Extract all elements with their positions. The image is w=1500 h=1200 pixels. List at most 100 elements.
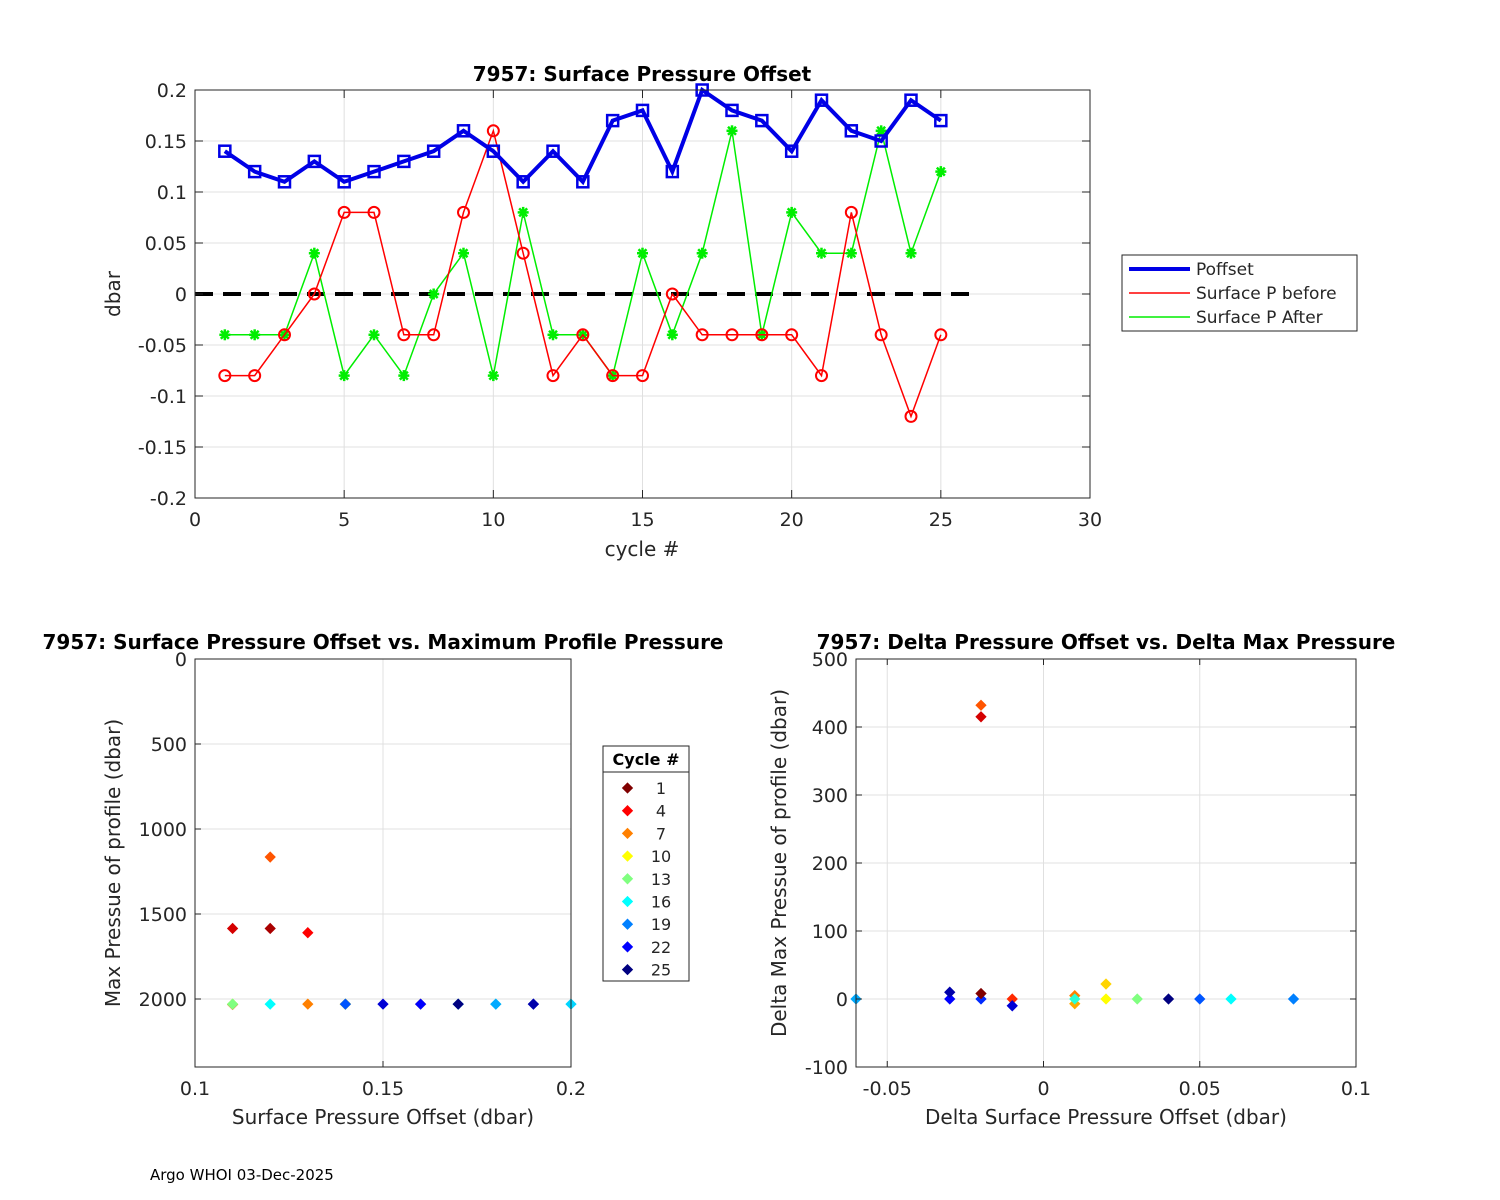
poffset-point <box>516 175 530 189</box>
star-stroke <box>727 125 737 136</box>
points-layer <box>850 699 1300 1012</box>
legend-marker-cycle-1 <box>621 782 634 794</box>
delta-point-cycle-15 <box>1069 993 1081 1005</box>
surface-p-after-point <box>786 206 798 218</box>
y-tick-label: 1500 <box>139 904 187 926</box>
legend-label-cycle-7: 7 <box>656 824 666 843</box>
poffset-point <box>426 144 441 158</box>
surface-p-after-point <box>666 329 678 341</box>
x-tick-label: 0.05 <box>1179 1078 1221 1100</box>
delta-point-cycle-9 <box>1100 978 1112 990</box>
y-tick-label: 0.2 <box>157 80 187 102</box>
surface-p-after-point <box>428 288 440 300</box>
delta-point-cycle-10 <box>1100 993 1112 1005</box>
poffset-point <box>874 134 888 148</box>
star-stroke <box>935 166 946 177</box>
y-tick-label: -0.05 <box>138 335 187 357</box>
star-stroke <box>458 248 469 259</box>
legend-marker-cycle-16 <box>621 895 634 908</box>
legend-marker-cycle-22 <box>621 941 634 953</box>
surface-p-after-point <box>219 329 231 341</box>
surface-p-before-point <box>725 328 739 342</box>
surface-p-before-point <box>248 369 262 383</box>
surface-p-after-point <box>458 247 469 259</box>
y-tick-label: 300 <box>812 785 848 807</box>
surface-p-before-point <box>606 369 620 383</box>
y-tick-label: 2000 <box>139 989 187 1011</box>
poffset-point <box>307 154 322 169</box>
x-axis-label: cycle # <box>605 537 680 561</box>
chart-title: 7957: Delta Pressure Offset vs. Delta Ma… <box>817 630 1396 654</box>
delta-point-cycle-6 <box>975 699 987 711</box>
poffset-point <box>605 113 620 128</box>
y-axis-label: dbar <box>101 270 125 317</box>
surface-p-before-point <box>457 205 470 219</box>
surface-p-before-point <box>337 205 351 219</box>
x-tick-label: 5 <box>338 509 350 531</box>
star-stroke <box>428 289 439 299</box>
legend-label-before: Surface P before <box>1196 284 1337 304</box>
x-tick-label: 0.1 <box>180 1078 210 1100</box>
star-stroke <box>249 329 260 340</box>
legend-label-cycle-10: 10 <box>651 847 671 866</box>
y-tick-label: 0.05 <box>145 233 187 255</box>
delta-point-cycle-23 <box>1006 1000 1018 1012</box>
poffset-point <box>814 93 829 107</box>
surface-p-after-point <box>517 206 529 218</box>
surface-p-after-point <box>547 329 559 341</box>
star-stroke <box>906 248 916 259</box>
surface-p-after-point <box>308 247 320 259</box>
axis-ticks: -0.05 0 0.05 0.1 -100 0 100 200 300 400 500 <box>805 649 1371 1100</box>
poffset-point <box>576 175 590 189</box>
delta-point-cycle-13 <box>1131 993 1143 1005</box>
surface-p-before-point <box>367 205 381 219</box>
delta-point-cycle-22 <box>944 993 956 1005</box>
star-stroke <box>667 329 678 340</box>
star-stroke <box>369 329 379 340</box>
cycle-point-2 <box>264 922 276 935</box>
cycle-point-4 <box>302 927 314 939</box>
surface-p-before-point <box>636 369 649 383</box>
star-stroke <box>548 329 558 340</box>
y-tick-label: 500 <box>151 734 187 756</box>
delta-offset-vs-delta-maxpressure-plot: -0.05 0 0.05 0.1 -100 0 100 200 300 400 500 7957: … <box>767 630 1395 1129</box>
points-layer <box>226 851 577 1011</box>
cycle-point-20 <box>339 998 352 1010</box>
surface-p-after-point <box>368 329 380 341</box>
star-stroke <box>488 370 499 381</box>
y-tick-label: 100 <box>812 921 848 943</box>
legend-marker-cycle-13 <box>621 873 634 885</box>
surface-p-after-point <box>845 247 857 259</box>
y-tick-label: 0.15 <box>145 131 187 153</box>
footer-credit: Argo WHOI 03-Dec-2025 <box>150 1166 334 1184</box>
cycle-point-7 <box>302 998 314 1010</box>
axis-ticks: 0.1 0.15 0.2 0 500 1000 1500 2000 <box>139 649 586 1100</box>
poffset-point <box>784 144 799 158</box>
legend-marker-cycle-10 <box>621 850 634 862</box>
surface-p-before-point <box>397 328 411 342</box>
cycle-legend: Cycle # 1 4 7 10 13 16 19 22 25 <box>602 745 690 982</box>
legend-label-cycle-22: 22 <box>651 938 671 957</box>
surface-p-after-point <box>726 125 738 137</box>
surface-p-after-point <box>935 166 947 178</box>
cycle-point-6 <box>264 851 276 863</box>
offset-vs-maxpressure-plot: 0.1 0.15 0.2 0 500 1000 1500 2000 7957: Surface… <box>43 630 724 1129</box>
delta-point-cycle-25 <box>1162 993 1175 1005</box>
legend-marker-cycle-4 <box>621 805 634 817</box>
poffset-point <box>934 113 948 128</box>
poffset-point <box>247 164 262 179</box>
y-tick-label: 400 <box>812 717 848 739</box>
surface-p-before-point <box>844 205 858 219</box>
legend-marker-cycle-25 <box>621 963 634 976</box>
poffset-point <box>546 144 560 158</box>
poffset-point <box>456 124 471 138</box>
legend-label-cycle-13: 13 <box>651 870 671 889</box>
x-axis-label: Delta Surface Pressure Offset (dbar) <box>925 1105 1287 1129</box>
y-tick-label: -100 <box>805 1057 848 1079</box>
legend-marker-cycle-7 <box>621 827 634 840</box>
legend-box <box>602 745 690 982</box>
poffset-point <box>218 144 232 158</box>
cycle-point-25 <box>452 998 464 1010</box>
x-tick-label: 0 <box>189 509 201 531</box>
